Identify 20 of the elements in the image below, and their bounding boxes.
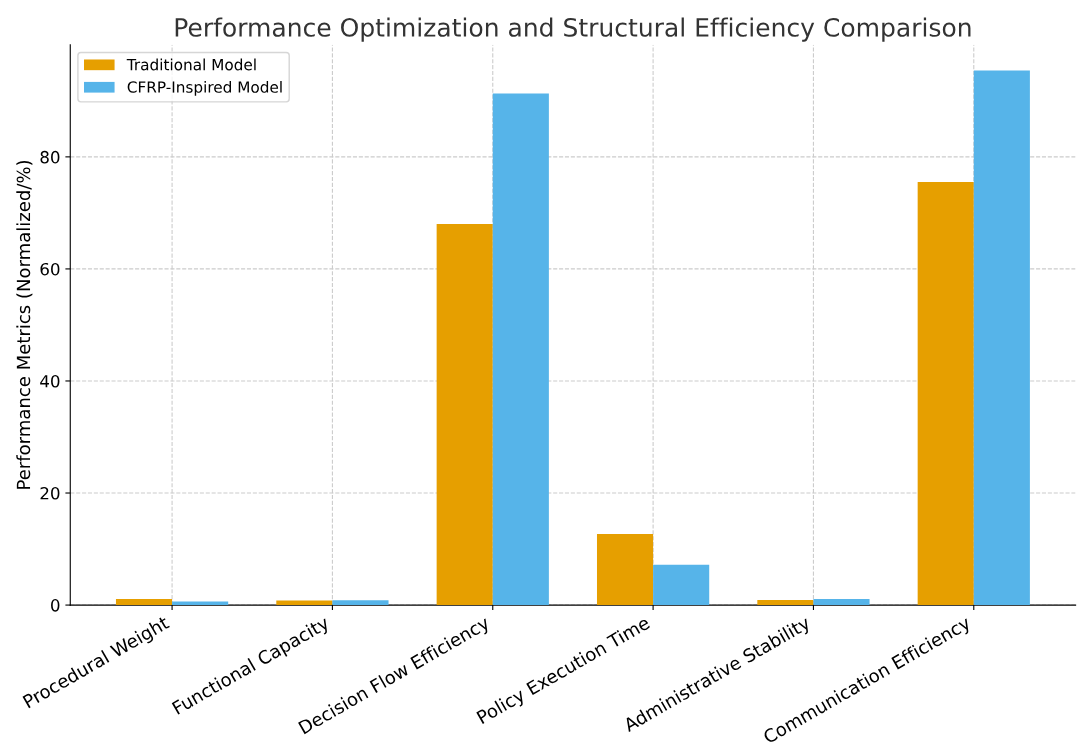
y-tick-label: 20 — [40, 486, 60, 500]
bar — [436, 224, 493, 606]
y-tick-label: 40 — [40, 374, 60, 388]
bar — [596, 533, 654, 606]
bar — [115, 598, 173, 606]
bar — [973, 70, 1030, 606]
legend-label: CFRP-Inspired Model — [127, 80, 282, 96]
bar — [172, 601, 229, 606]
y-tick-label: 80 — [40, 150, 60, 164]
legend-label: Traditional Model — [126, 58, 256, 71]
chart-title: Performance Optimization and Structural Efficiency Comparison — [175, 17, 971, 42]
bar — [332, 600, 389, 606]
y-tick-label: 60 — [40, 262, 60, 276]
y-tick-label: 0 — [51, 599, 60, 612]
bar — [813, 598, 870, 606]
bar — [917, 182, 974, 606]
bar — [492, 93, 549, 606]
bar — [653, 564, 710, 606]
bar — [757, 600, 814, 606]
y-axis-title: Performance Metrics (Normalized/%) — [16, 160, 33, 489]
